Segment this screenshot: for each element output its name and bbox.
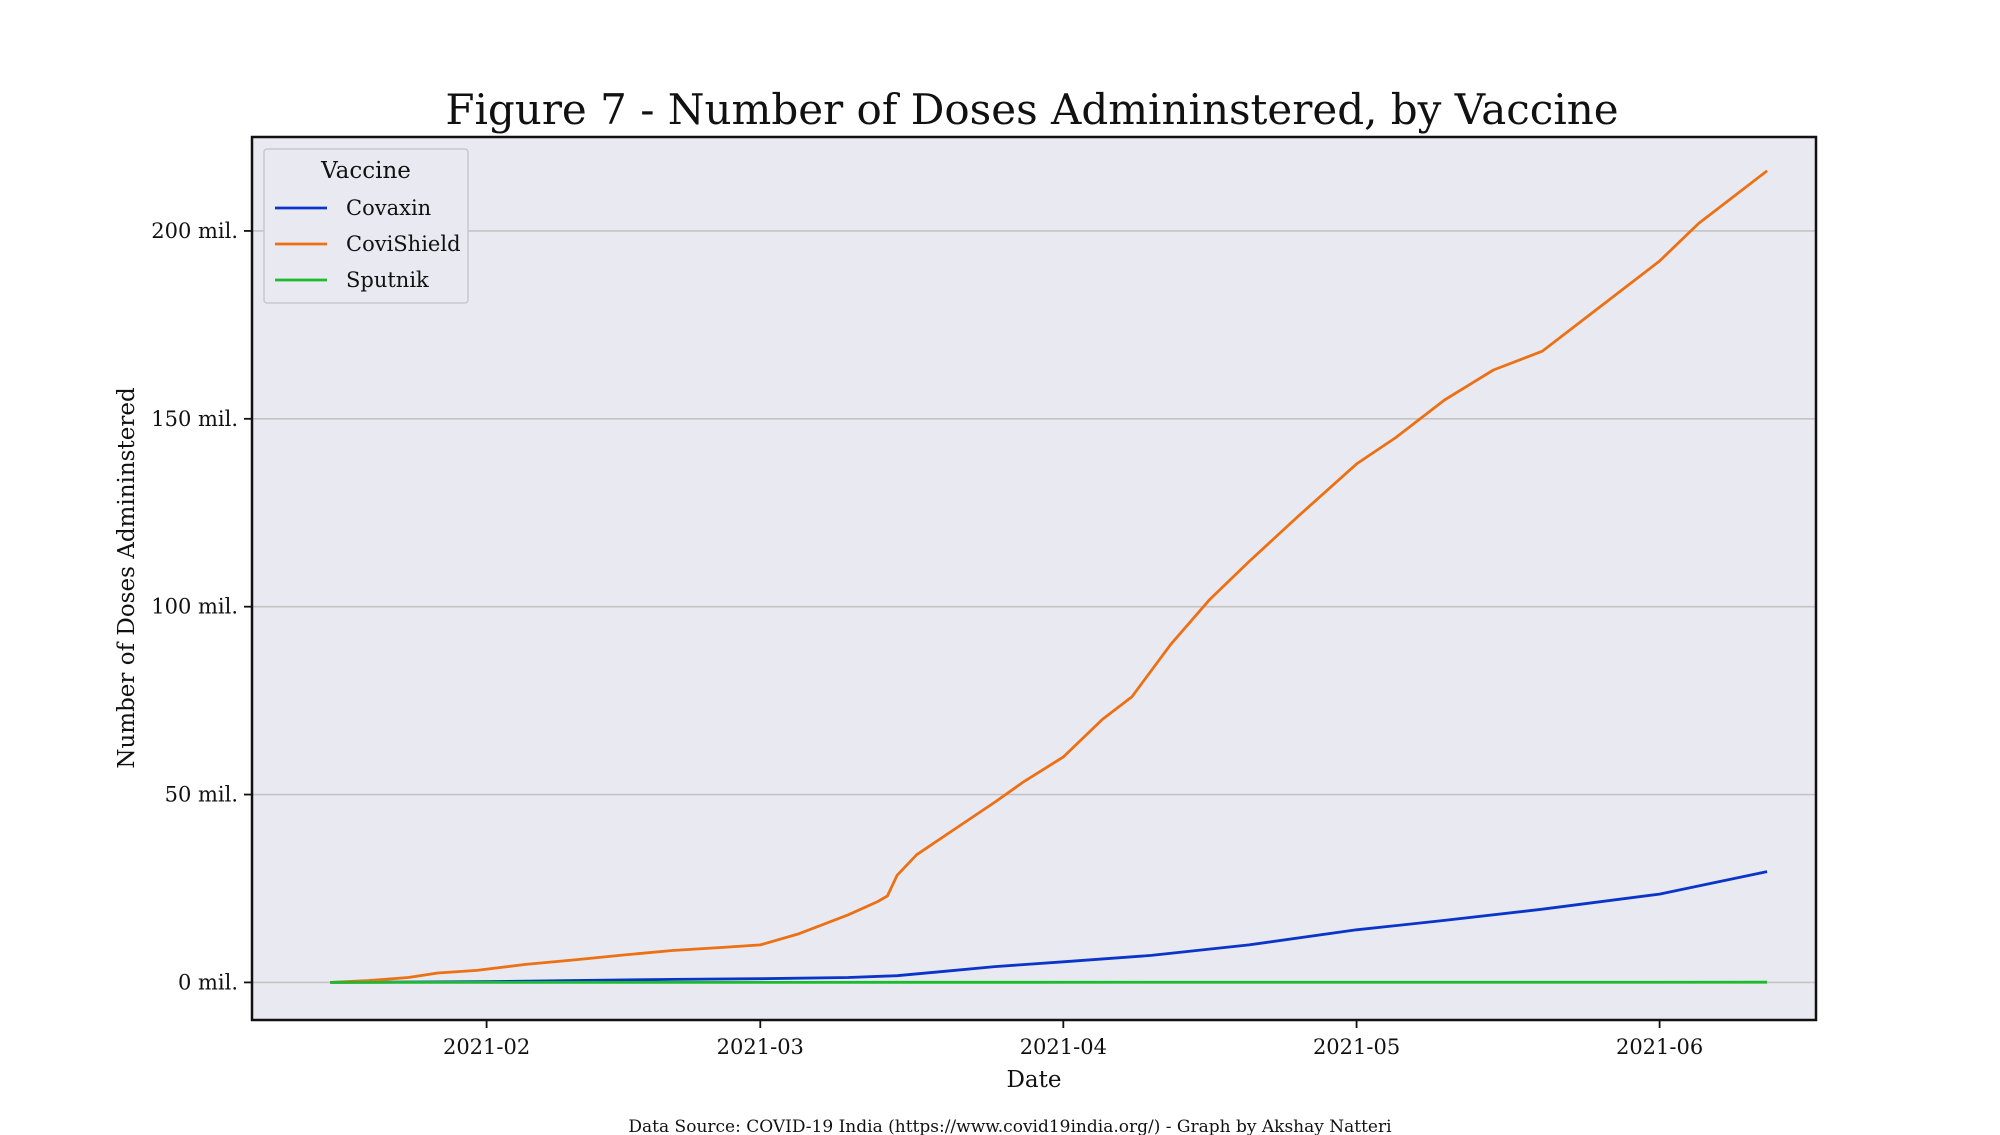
legend: Vaccine Covaxin CoviShield Sputnik bbox=[263, 148, 469, 304]
x-axis-label: Date bbox=[1006, 1067, 1061, 1093]
series-line-covishield bbox=[330, 169, 1768, 984]
x-tick-label: 2021-02 bbox=[443, 1035, 530, 1059]
y-tick-label: 50 mil. bbox=[165, 783, 238, 807]
legend-box bbox=[263, 148, 469, 304]
legend-label-sputnik: Sputnik bbox=[346, 268, 429, 292]
x-axis-ticks: 2021-02 2021-03 2021-04 2021-05 2021-06 bbox=[443, 1020, 1703, 1059]
source-note: Data Source: COVID-19 India (https://www… bbox=[628, 1117, 1392, 1135]
x-tick-label: 2021-03 bbox=[717, 1035, 804, 1059]
y-tick-label: 100 mil. bbox=[151, 595, 238, 619]
x-tick-label: 2021-04 bbox=[1020, 1035, 1107, 1059]
x-tick-label: 2021-05 bbox=[1313, 1035, 1400, 1059]
y-axis-label: Number of Doses Admininstered bbox=[114, 387, 140, 769]
legend-label-covaxin: Covaxin bbox=[346, 196, 431, 220]
x-tick-label: 2021-06 bbox=[1616, 1035, 1703, 1059]
plot-frame bbox=[250, 135, 1818, 1022]
y-tick-label: 0 mil. bbox=[178, 970, 238, 994]
y-axis-ticks: 0 mil. 50 mil. 100 mil. 150 mil. 200 mil. bbox=[151, 219, 252, 994]
legend-entries: Covaxin CoviShield Sputnik bbox=[275, 196, 461, 292]
chart-title: Figure 7 - Number of Doses Admininstered… bbox=[445, 85, 1618, 134]
legend-title: Vaccine bbox=[320, 158, 411, 184]
legend-label-covishield: CoviShield bbox=[346, 232, 461, 256]
series-lines bbox=[330, 169, 1768, 984]
series-line-covaxin bbox=[330, 870, 1768, 984]
y-tick-label: 150 mil. bbox=[151, 407, 238, 431]
plot-area bbox=[252, 137, 1816, 1020]
y-tick-label: 200 mil. bbox=[151, 219, 238, 243]
